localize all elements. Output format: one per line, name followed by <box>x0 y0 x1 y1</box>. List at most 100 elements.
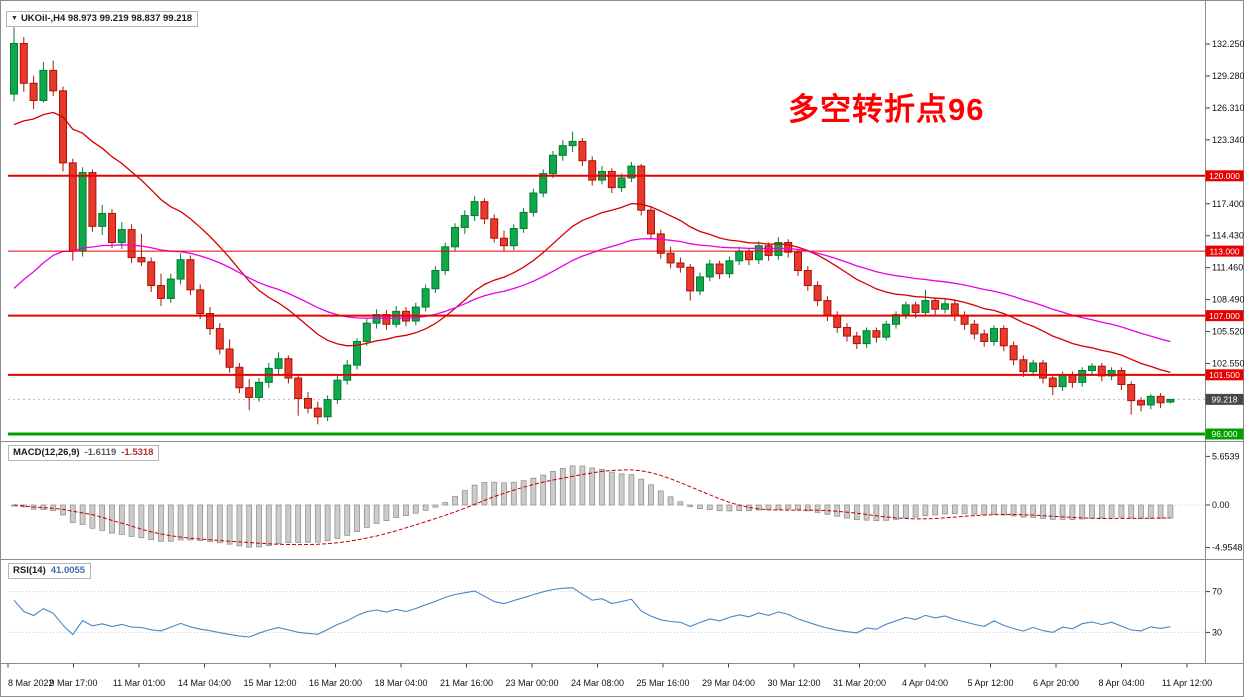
price-tick-label: 129.280 <box>1212 71 1244 81</box>
candle-down <box>49 69 58 92</box>
time-tick-label: 8 Apr 04:00 <box>1098 678 1144 688</box>
candle-down <box>1137 400 1145 406</box>
ma-slow-line <box>13 238 1171 343</box>
macd-histogram-bar <box>442 502 449 506</box>
macd-histogram-bar <box>118 504 125 535</box>
candle-up <box>431 269 440 290</box>
macd-histogram-bar <box>510 481 517 506</box>
macd-histogram-bar <box>226 504 233 545</box>
macd-histogram-bar <box>412 504 419 514</box>
macd-histogram-bar <box>657 490 664 506</box>
price-tick-label: 102.550 <box>1212 359 1244 369</box>
candle-down <box>833 315 842 328</box>
hline-price-badge-label: 101.500 <box>1209 370 1240 380</box>
annotation-text[interactable]: 多空转折点96 <box>788 92 985 127</box>
candle-up <box>323 399 332 418</box>
ma-fast-line <box>13 111 1171 374</box>
price-tick-label: 114.430 <box>1212 231 1244 241</box>
macd-histogram-bar <box>1079 504 1086 520</box>
candle-up <box>901 304 910 316</box>
macd-histogram-bar <box>775 504 782 510</box>
macd-tick-label: 5.6539 <box>1212 451 1240 461</box>
candle-up <box>39 69 48 101</box>
candle-up <box>941 303 949 310</box>
candle-up <box>529 192 538 213</box>
symbol-info-text: UKOil-,H4 98.973 99.219 98.837 99.218 <box>20 13 193 24</box>
candle-up <box>421 288 430 308</box>
macd-histogram-bar <box>922 504 929 517</box>
time-tick-label: 8 Mar 2022 <box>8 678 54 688</box>
candle-up <box>353 340 361 366</box>
macd-histogram-bar <box>569 465 576 506</box>
macd-histogram-bar <box>138 504 145 539</box>
macd-histogram-bar <box>942 504 948 515</box>
candle-down <box>950 303 959 317</box>
macd-histogram-bar <box>1098 504 1105 519</box>
macd-histogram-bar <box>452 495 458 506</box>
candle-down <box>19 42 28 84</box>
rsi-tick-label: 30 <box>1212 627 1222 637</box>
macd-histogram-bar <box>373 504 380 524</box>
macd-histogram-bar <box>530 477 537 506</box>
hline-price-badge-label: 96.000 <box>1212 429 1238 439</box>
hline-price-badge <box>1205 170 1244 182</box>
macd-histogram-bar <box>883 504 890 521</box>
candle-down <box>1156 395 1165 404</box>
candle-up <box>411 306 420 322</box>
macd-histogram-bar <box>236 504 243 547</box>
candle-up <box>1146 395 1155 406</box>
candle-down <box>588 160 597 181</box>
candle-down <box>304 397 312 409</box>
candle-down <box>284 358 293 379</box>
macd-histogram-bar <box>422 504 429 511</box>
macd-histogram-bar <box>716 504 723 512</box>
hline-price-badge <box>1205 245 1244 257</box>
candle-down <box>1117 370 1126 386</box>
macd-histogram-bar <box>844 504 850 519</box>
candle-down <box>1039 362 1047 379</box>
macd-histogram-bar <box>1167 504 1174 519</box>
candle-down <box>1097 365 1106 377</box>
candle-down <box>715 263 724 275</box>
candle-down <box>784 241 793 253</box>
symbol-dropdown-icon[interactable]: ▼ <box>11 15 18 22</box>
candle-up <box>98 212 107 227</box>
macd-histogram-bar <box>403 504 409 516</box>
macd-histogram-bar <box>383 504 390 521</box>
time-tick-label: 31 Mar 20:00 <box>833 678 886 688</box>
candle-down <box>637 165 646 211</box>
macd-histogram-bar <box>834 504 841 517</box>
candle-down <box>578 140 587 162</box>
hline-price-badge <box>1205 428 1244 440</box>
candle-up <box>372 314 381 324</box>
price-tick-label: 123.340 <box>1212 135 1244 145</box>
candle-down <box>147 261 156 287</box>
macd-histogram-bar <box>1010 504 1017 517</box>
time-tick-label: 18 Mar 04:00 <box>374 678 427 688</box>
macd-histogram-bar <box>961 504 968 515</box>
time-tick-label: 21 Mar 16:00 <box>440 678 493 688</box>
candle-down <box>206 313 214 330</box>
candle-down <box>794 251 802 271</box>
current-price-badge <box>1205 393 1244 405</box>
candle-down <box>215 328 224 350</box>
candle-down <box>29 82 38 101</box>
macd-name: MACD(12,26,9) <box>13 447 80 458</box>
macd-histogram-bar <box>706 504 713 510</box>
rsi-label: RSI(14) 41.0055 <box>8 563 92 579</box>
macd-histogram-bar <box>520 480 527 506</box>
candle-up <box>568 140 577 147</box>
candle-down <box>490 218 499 239</box>
symbol-info-badge[interactable]: ▼ UKOil-,H4 98.973 99.219 98.837 99.218 <box>6 11 199 27</box>
price-tick-label: 108.490 <box>1212 295 1244 305</box>
macd-histogram-bar <box>559 467 566 506</box>
current-price-badge-label: 99.218 <box>1212 395 1238 405</box>
macd-histogram-bar <box>804 504 811 512</box>
candle-down <box>999 328 1008 347</box>
macd-histogram-bar <box>579 465 586 506</box>
time-tick-label: 14 Mar 04:00 <box>178 678 231 688</box>
macd-histogram-bar <box>79 504 86 525</box>
candle-down <box>480 201 489 220</box>
macd-histogram-bar <box>1049 504 1056 520</box>
